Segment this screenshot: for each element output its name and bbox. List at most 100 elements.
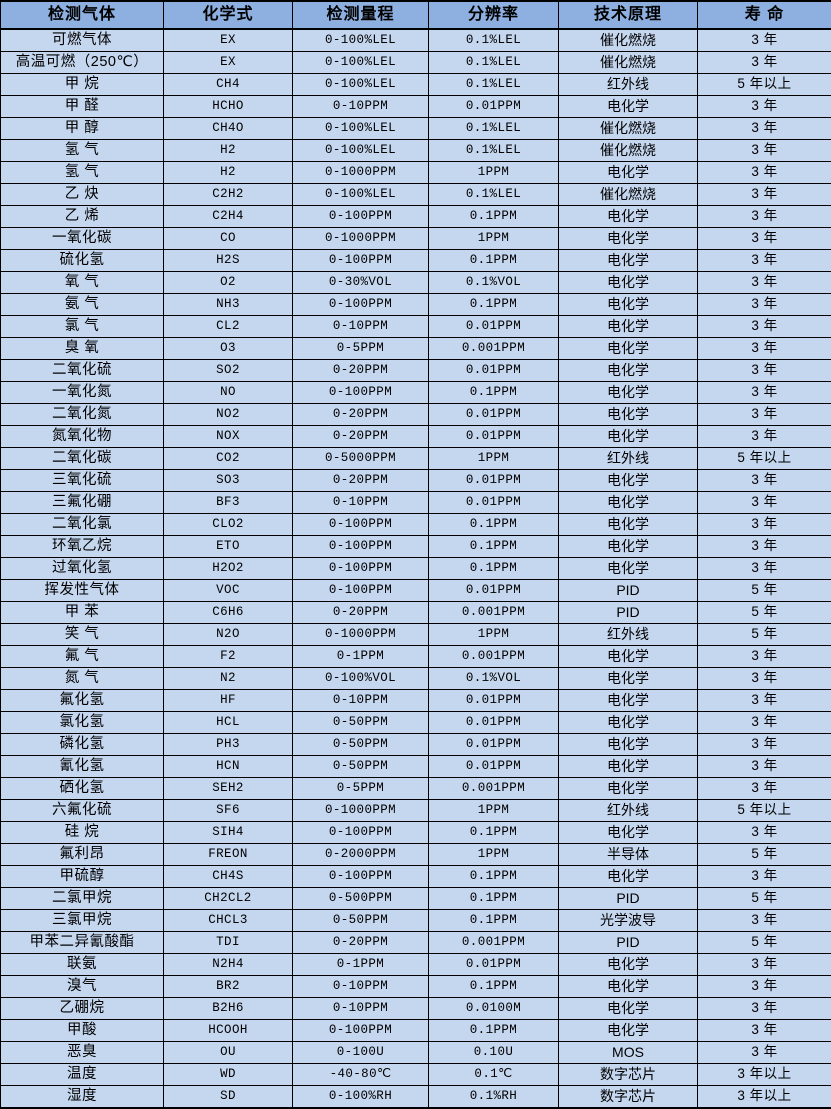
cell-lifetime: 3 年 xyxy=(698,426,831,448)
cell-lifetime: 3 年 xyxy=(698,822,831,844)
cell-formula: B2H6 xyxy=(164,998,293,1020)
cell-lifetime: 3 年 xyxy=(698,690,831,712)
cell-technology: 电化学 xyxy=(559,272,698,294)
cell-range: 0-100PPM xyxy=(293,558,429,580)
cell-gas: 联氨 xyxy=(1,954,164,976)
cell-resolution: 0.01PPM xyxy=(429,954,559,976)
cell-lifetime: 3 年 xyxy=(698,118,831,140)
cell-resolution: 0.1%VOL xyxy=(429,668,559,690)
cell-gas: 甲 醛 xyxy=(1,96,164,118)
cell-formula: HCN xyxy=(164,756,293,778)
cell-formula: CH2CL2 xyxy=(164,888,293,910)
cell-resolution: 0.01PPM xyxy=(429,756,559,778)
cell-resolution: 0.1PPM xyxy=(429,294,559,316)
cell-range: 0-100%LEL xyxy=(293,184,429,206)
cell-formula: SEH2 xyxy=(164,778,293,800)
cell-resolution: 0.1%VOL xyxy=(429,272,559,294)
cell-resolution: 0.01PPM xyxy=(429,492,559,514)
cell-lifetime: 3 年 xyxy=(698,382,831,404)
cell-gas: 甲 苯 xyxy=(1,602,164,624)
cell-formula: C2H4 xyxy=(164,206,293,228)
cell-technology: PID xyxy=(559,888,698,910)
cell-formula: SO3 xyxy=(164,470,293,492)
cell-lifetime: 3 年 xyxy=(698,954,831,976)
cell-formula: N2O xyxy=(164,624,293,646)
cell-resolution: 0.1PPM xyxy=(429,382,559,404)
cell-technology: 电化学 xyxy=(559,492,698,514)
cell-range: 0-100PPM xyxy=(293,822,429,844)
cell-lifetime: 5 年 xyxy=(698,844,831,866)
cell-gas: 氢 气 xyxy=(1,162,164,184)
cell-range: 0-2000PPM xyxy=(293,844,429,866)
cell-resolution: 0.01PPM xyxy=(429,734,559,756)
cell-technology: 红外线 xyxy=(559,800,698,822)
cell-lifetime: 3 年 xyxy=(698,360,831,382)
cell-technology: 光学波导 xyxy=(559,910,698,932)
cell-gas: 氰化氢 xyxy=(1,756,164,778)
cell-technology: 电化学 xyxy=(559,514,698,536)
cell-formula: EX xyxy=(164,29,293,52)
cell-gas: 三氟化硼 xyxy=(1,492,164,514)
cell-formula: SIH4 xyxy=(164,822,293,844)
cell-technology: 电化学 xyxy=(559,294,698,316)
cell-technology: 电化学 xyxy=(559,998,698,1020)
cell-formula: SF6 xyxy=(164,800,293,822)
cell-resolution: 0.1PPM xyxy=(429,250,559,272)
cell-lifetime: 3 年 xyxy=(698,998,831,1020)
cell-technology: 电化学 xyxy=(559,206,698,228)
cell-resolution: 0.1PPM xyxy=(429,558,559,580)
cell-range: 0-10PPM xyxy=(293,492,429,514)
cell-gas: 一氧化氮 xyxy=(1,382,164,404)
cell-technology: 电化学 xyxy=(559,470,698,492)
cell-technology: 电化学 xyxy=(559,228,698,250)
cell-formula: FREON xyxy=(164,844,293,866)
cell-technology: 电化学 xyxy=(559,734,698,756)
cell-gas: 三氯甲烷 xyxy=(1,910,164,932)
cell-range: 0-50PPM xyxy=(293,734,429,756)
cell-formula: HCL xyxy=(164,712,293,734)
cell-gas: 甲硫醇 xyxy=(1,866,164,888)
cell-technology: 电化学 xyxy=(559,690,698,712)
cell-range: 0-5PPM xyxy=(293,778,429,800)
cell-gas: 乙 炔 xyxy=(1,184,164,206)
cell-resolution: 0.1%LEL xyxy=(429,184,559,206)
cell-range: 0-100PPM xyxy=(293,536,429,558)
cell-range: 0-100%VOL xyxy=(293,668,429,690)
cell-technology: 红外线 xyxy=(559,74,698,96)
cell-gas: 三氧化硫 xyxy=(1,470,164,492)
cell-formula: NH3 xyxy=(164,294,293,316)
cell-resolution: 1PPM xyxy=(429,624,559,646)
cell-range: 0-10PPM xyxy=(293,316,429,338)
cell-resolution: 0.1%LEL xyxy=(429,118,559,140)
cell-lifetime: 3 年以上 xyxy=(698,1086,831,1109)
cell-formula: CO xyxy=(164,228,293,250)
cell-technology: 电化学 xyxy=(559,976,698,998)
cell-lifetime: 3 年 xyxy=(698,140,831,162)
cell-gas: 臭 氧 xyxy=(1,338,164,360)
cell-resolution: 0.01PPM xyxy=(429,426,559,448)
cell-gas: 氧 气 xyxy=(1,272,164,294)
cell-lifetime: 3 年 xyxy=(698,668,831,690)
cell-gas: 二氧化氮 xyxy=(1,404,164,426)
cell-technology: 电化学 xyxy=(559,338,698,360)
cell-range: 0-100%RH xyxy=(293,1086,429,1109)
cell-formula: H2 xyxy=(164,140,293,162)
cell-resolution: 0.1%LEL xyxy=(429,29,559,52)
cell-formula: ETO xyxy=(164,536,293,558)
